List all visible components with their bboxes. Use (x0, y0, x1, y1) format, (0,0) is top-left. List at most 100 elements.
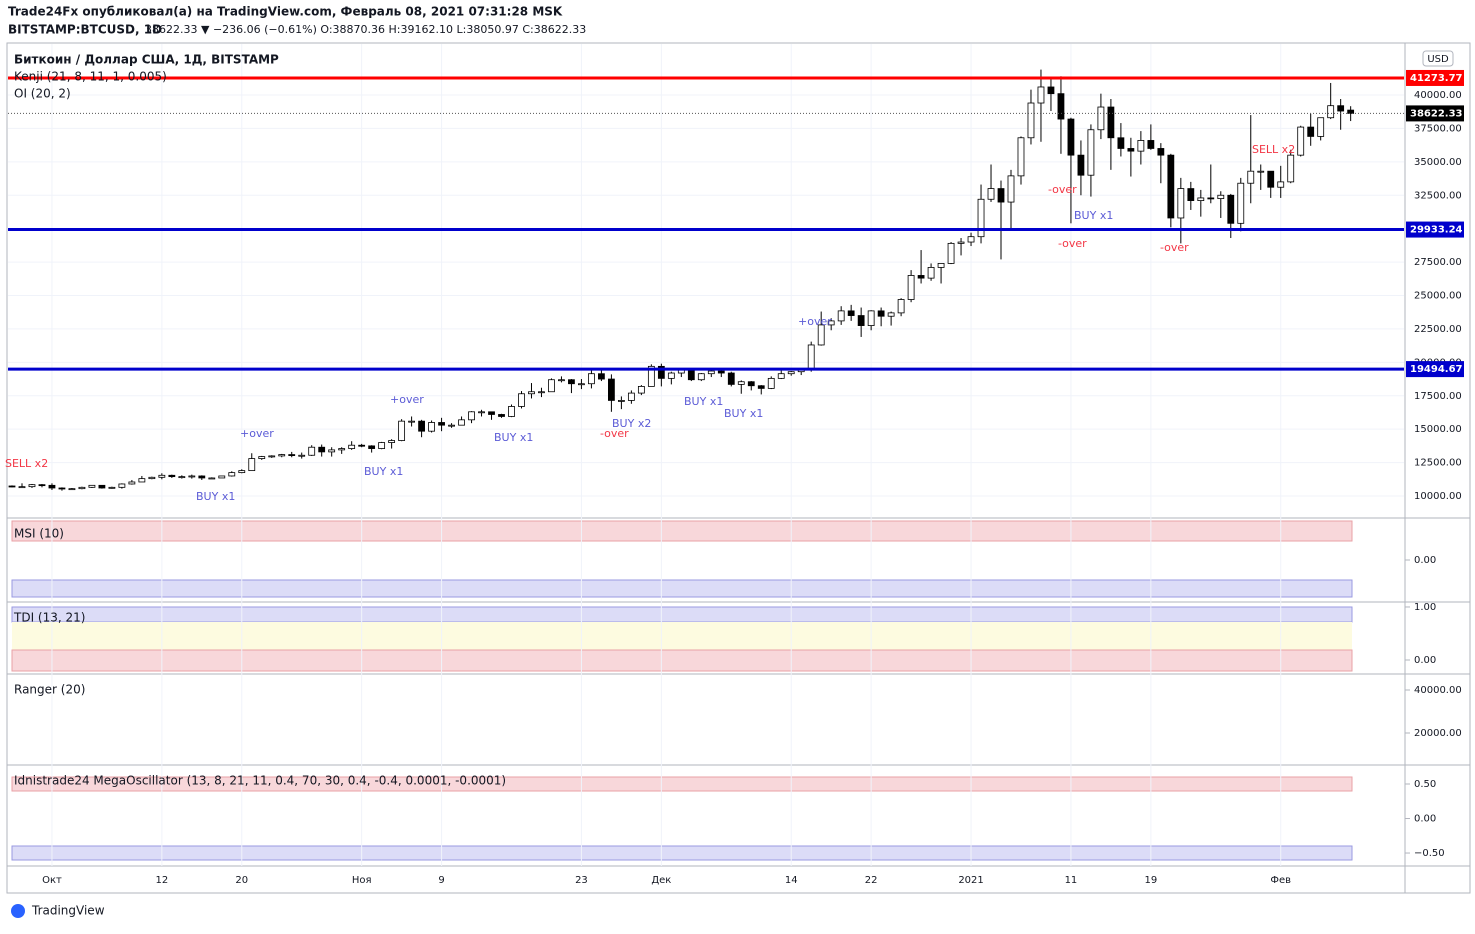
pane-title: MSI (10) (14, 527, 64, 541)
candle-body (1277, 181, 1285, 188)
band (12, 622, 1352, 650)
x-tick-label: 22 (865, 875, 878, 886)
candle-body (1057, 93, 1065, 120)
candle-body (418, 420, 425, 432)
signal-label: SELL x2 (1252, 143, 1295, 156)
candle-body (1177, 188, 1185, 219)
candle-body (1247, 170, 1255, 184)
candle-body (827, 320, 835, 326)
candle-body (68, 488, 76, 491)
currency-box (1422, 50, 1454, 67)
candle-body (1067, 118, 1075, 156)
candle-body (837, 310, 845, 322)
candle-body (707, 370, 715, 375)
x-tick-label: 12 (155, 875, 168, 886)
candle-body (867, 310, 875, 326)
candle-body (1347, 109, 1355, 114)
candle-body (627, 392, 635, 401)
candle-body (1047, 86, 1055, 95)
candle-body (128, 481, 136, 485)
candle-body (927, 267, 935, 279)
candle-body (378, 442, 386, 449)
candle-body (637, 386, 645, 394)
band (11, 579, 1353, 598)
candle-body (28, 484, 36, 488)
signal-label: BUY x1 (364, 465, 403, 478)
signal-label: -over (1048, 183, 1077, 196)
y-tick-label: 0.00 (1414, 555, 1436, 566)
publisher: Trade24Fx опубликовал(а) на TradingView.… (8, 5, 563, 19)
candle-body (8, 485, 16, 488)
candle-body (1227, 194, 1235, 224)
pane-title: Биткоин / Доллар США, 1Д, BITSTAMP (14, 53, 279, 67)
x-tick-label: 9 (438, 875, 444, 886)
candle-body (887, 312, 895, 317)
candle-body (717, 370, 725, 374)
candle-body (747, 381, 755, 387)
candle-body (238, 470, 246, 474)
candle-body (1027, 102, 1035, 139)
candle-body (1307, 126, 1315, 137)
y-tick-label: 10000.00 (1414, 491, 1462, 502)
candle-body (558, 379, 565, 382)
candle-body (1267, 170, 1275, 188)
candle-body (198, 475, 206, 479)
candle-body (1257, 170, 1265, 173)
signal-label: -over (1058, 237, 1087, 250)
candle-body (1317, 117, 1325, 137)
candle-body (358, 444, 366, 447)
candle-body (488, 411, 495, 415)
candle-body (548, 379, 555, 393)
y-tick-label: 0.00 (1414, 814, 1436, 825)
legend-entry: Kenji (21, 8, 11, 1, 0.005) (14, 70, 167, 84)
candle-body (538, 391, 545, 394)
candle-body (1147, 140, 1155, 149)
candle-body (937, 263, 945, 268)
y-tick-label: 25000.00 (1414, 291, 1462, 302)
candle-body (498, 414, 505, 417)
candle-body (737, 381, 745, 385)
y-tick-label: 1.00 (1414, 602, 1436, 613)
x-tick-label: Ноя (352, 875, 372, 886)
candle-body (398, 420, 406, 441)
candle-body (18, 486, 26, 489)
signal-label: +over (390, 393, 424, 406)
candle-body (468, 411, 475, 421)
candle-body (687, 369, 695, 381)
candle-body (1287, 154, 1295, 183)
y-tick-label: 22500.00 (1414, 324, 1462, 335)
signal-label: +over (798, 315, 832, 328)
candle-body (1167, 154, 1175, 219)
candle-body (1327, 105, 1335, 119)
legend-entry: OI (20, 2) (14, 87, 71, 101)
candle-body (108, 486, 116, 489)
candle-body (408, 420, 416, 423)
candle-body (298, 454, 306, 457)
candle-body (807, 344, 815, 371)
candle-body (917, 275, 925, 279)
candle-body (847, 310, 855, 316)
candle-body (1237, 182, 1245, 224)
pane-title: Idnistrade24 MegaOscillator (13, 8, 21, … (14, 774, 506, 788)
candle-body (148, 476, 156, 480)
pane-title: TDI (13, 21) (13, 611, 85, 625)
candle-body (508, 406, 515, 417)
candle-body (1217, 194, 1225, 199)
candle-body (318, 446, 326, 453)
x-tick-label: 23 (575, 875, 588, 886)
candle-body (518, 393, 525, 407)
band (11, 845, 1353, 861)
candle-body (897, 299, 905, 314)
candle-body (88, 484, 96, 488)
candle-body (458, 419, 465, 426)
level-box (1406, 221, 1464, 238)
candle-body (1137, 140, 1145, 152)
candle-body (1337, 105, 1345, 112)
candle-body (977, 198, 985, 238)
candle-body (438, 422, 445, 426)
candle-body (48, 484, 56, 489)
candle-body (1107, 106, 1115, 139)
candle-body (568, 379, 575, 385)
x-tick-label: Дек (651, 875, 671, 886)
signal-label: SELL x2 (5, 457, 48, 470)
